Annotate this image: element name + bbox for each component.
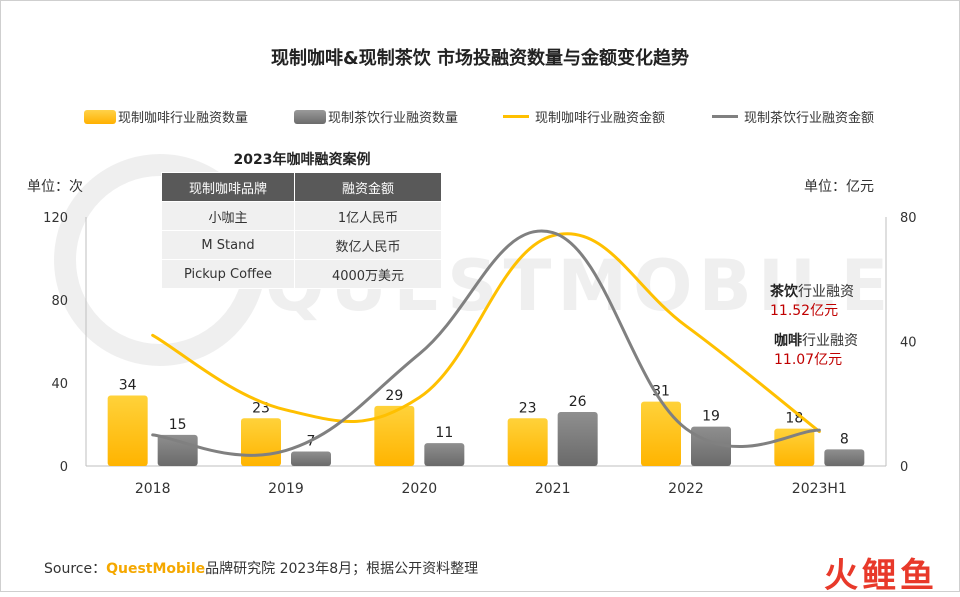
legend-swatch bbox=[503, 115, 529, 118]
right-axis-unit: 单位：亿元 bbox=[804, 179, 874, 195]
table-cell: 小咖主 bbox=[161, 201, 295, 231]
bar-value-label: 34 bbox=[119, 377, 137, 393]
tea-count-bar bbox=[824, 449, 865, 466]
coffee-amount-line bbox=[151, 232, 821, 434]
x-tick-label: 2020 bbox=[402, 481, 438, 497]
x-tick-label: 2022 bbox=[668, 481, 704, 497]
legend-item-tea-amount: 现制茶饮行业融资金额 bbox=[712, 107, 874, 126]
table-cell: Pickup Coffee bbox=[161, 259, 295, 289]
coffee-count-bar bbox=[241, 418, 281, 466]
annotation-value: 11.07亿元 bbox=[774, 352, 843, 368]
legend-swatch bbox=[84, 109, 116, 124]
annotation-text: 行业融资 bbox=[798, 284, 854, 300]
coffee-count-bar bbox=[507, 418, 548, 466]
tea-count-bar bbox=[291, 451, 331, 466]
chart-title: 现制咖啡&现制茶饮 市场投融资数量与金额变化趋势 bbox=[271, 48, 689, 69]
bar-value-label: 15 bbox=[169, 417, 187, 433]
financing-cases-table: 现制咖啡品牌 融资金额 小咖主 1亿人民币 M Stand 数亿人民币 Pick… bbox=[161, 172, 442, 289]
legend-label: 现制咖啡行业融资金额 bbox=[535, 111, 666, 126]
coffee-count-bar bbox=[107, 395, 148, 466]
table-header-row: 现制咖啡品牌 融资金额 bbox=[161, 172, 442, 202]
legend-item-coffee-count: 现制咖啡行业融资数量 bbox=[84, 107, 248, 126]
table-row: M Stand 数亿人民币 bbox=[161, 230, 442, 260]
table-cell: 4000万美元 bbox=[294, 259, 442, 289]
logo-text: 火鲤鱼 bbox=[824, 556, 938, 596]
left-axis-unit: 单位：次 bbox=[27, 179, 83, 195]
table-cell: 数亿人民币 bbox=[294, 230, 442, 260]
table-cell: 1亿人民币 bbox=[294, 201, 442, 231]
table-row: Pickup Coffee 4000万美元 bbox=[161, 259, 442, 289]
legend-swatch bbox=[294, 109, 326, 124]
y-right-tick-label: 40 bbox=[900, 336, 917, 351]
tea-amount-line bbox=[151, 229, 821, 457]
legend-swatch bbox=[712, 115, 738, 118]
site-logo: 火鲤鱼 bbox=[824, 548, 938, 597]
legend-label: 现制咖啡行业融资数量 bbox=[118, 111, 249, 126]
annotation-bold: 咖啡 bbox=[774, 333, 802, 349]
source-prefix: Source： bbox=[44, 561, 107, 577]
x-tick-label: 2021 bbox=[535, 481, 571, 497]
legend: 现制咖啡行业融资数量 现制茶饮行业融资数量 现制咖啡行业融资金额 现制茶饮行业融… bbox=[0, 107, 960, 127]
tea-count-bar bbox=[557, 412, 598, 466]
y-left-tick-label: 80 bbox=[51, 294, 68, 309]
x-tick-label: 2018 bbox=[135, 481, 171, 497]
source-note: Source：QuestMobile品牌研究院 2023年8月；根据公开资料整理 bbox=[44, 558, 478, 578]
bar-value-label: 23 bbox=[519, 400, 537, 416]
annotation-text: 行业融资 bbox=[802, 333, 858, 349]
bar-value-label: 29 bbox=[385, 388, 403, 404]
bar-value-label: 19 bbox=[702, 409, 720, 425]
table-row: 小咖主 1亿人民币 bbox=[161, 201, 442, 231]
legend-item-coffee-amount: 现制咖啡行业融资金额 bbox=[503, 107, 665, 126]
legend-item-tea-count: 现制茶饮行业融资数量 bbox=[294, 107, 458, 126]
coffee-count-bar bbox=[374, 405, 415, 466]
x-tick-label: 2023H1 bbox=[792, 481, 847, 497]
legend-label: 现制茶饮行业融资数量 bbox=[328, 111, 459, 126]
annotation-tea: 茶饮行业融资 11.52亿元 bbox=[770, 283, 854, 321]
annotation-bold: 茶饮 bbox=[770, 284, 798, 300]
legend-label: 现制茶饮行业融资金额 bbox=[744, 111, 875, 126]
x-tick-label: 2019 bbox=[268, 481, 304, 497]
table-header: 现制咖啡品牌 bbox=[161, 172, 295, 202]
coffee-count-bar bbox=[641, 401, 681, 466]
y-left-tick-label: 120 bbox=[43, 211, 68, 226]
table-header: 融资金额 bbox=[294, 172, 442, 202]
y-left-tick-label: 40 bbox=[51, 377, 68, 392]
bar-value-label: 26 bbox=[569, 394, 587, 410]
source-text: 品牌研究院 2023年8月；根据公开资料整理 bbox=[205, 561, 479, 577]
bar-value-label: 8 bbox=[840, 431, 849, 447]
annotation-value: 11.52亿元 bbox=[770, 303, 839, 319]
tea-count-bar bbox=[424, 443, 465, 466]
y-left-tick-label: 0 bbox=[60, 460, 68, 475]
source-brand: QuestMobile bbox=[106, 561, 206, 577]
bar-value-label: 11 bbox=[435, 425, 453, 441]
annotation-coffee: 咖啡行业融资 11.07亿元 bbox=[774, 332, 858, 370]
table-cell: M Stand bbox=[161, 230, 295, 260]
y-right-tick-label: 0 bbox=[900, 460, 908, 475]
y-right-tick-label: 80 bbox=[900, 211, 917, 226]
table-title: 2023年咖啡融资案例 bbox=[233, 152, 371, 168]
